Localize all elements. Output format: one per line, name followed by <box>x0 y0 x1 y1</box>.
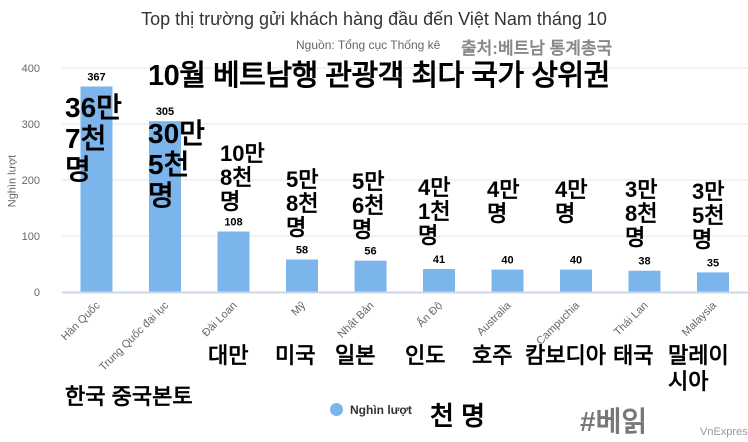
korean-country-label: 말레이 시아 <box>668 343 729 394</box>
bar <box>286 259 318 292</box>
chart-title: Top thị trường gửi khách hàng đầu đến Vi… <box>141 9 607 29</box>
credit: VnExpress <box>700 426 748 438</box>
x-tick-label: Australia <box>475 299 514 338</box>
bar <box>80 86 113 292</box>
y-tick-label: 0 <box>34 287 40 299</box>
bar <box>628 270 661 292</box>
y-tick-label: 300 <box>22 119 40 131</box>
korean-value-label: 4만 명 <box>487 177 520 226</box>
data-label: 35 <box>707 257 719 269</box>
korean-country-label: 인도 <box>405 343 446 368</box>
legend-label[interactable]: Nghìn lượt <box>350 403 412 417</box>
x-tick-label: Đài Loan <box>200 300 240 340</box>
korean-value-label: 4만 1천 명 <box>418 175 451 248</box>
source-korean: 출처:베트남 통계총국 <box>461 39 613 58</box>
data-label: 41 <box>433 254 445 266</box>
x-tick-label: Nhật Bản <box>336 300 377 341</box>
bar <box>149 121 181 292</box>
korean-value-label: 5만 6천 명 <box>352 169 385 242</box>
x-tick-label: Thái Lan <box>612 300 651 339</box>
korean-country-bottom: 한국 중국본토 <box>65 384 193 409</box>
korean-value-label: 4만 명 <box>555 177 588 226</box>
korean-country-label: 대만 <box>208 343 249 368</box>
korean-country-label: 캄보디아 <box>525 343 606 368</box>
korean-country-label: 일본 <box>335 343 376 368</box>
hashtag-watermark: #베읽 <box>580 406 648 437</box>
x-tick-label: Mỹ <box>289 299 308 318</box>
chart-subtitle: Nguồn: Tổng cục Thống kê <box>296 38 441 52</box>
bar <box>217 231 250 292</box>
data-label: 38 <box>638 256 650 268</box>
bar <box>423 269 455 292</box>
y-tick-label: 400 <box>22 63 40 75</box>
korean-country-label: 태국 <box>613 343 654 368</box>
data-label: 40 <box>501 255 513 267</box>
korean-value-label: 10만 8천 명 <box>220 141 265 214</box>
x-tick-label: Ấn Độ <box>414 299 445 330</box>
korean-value-label: 36만 7천 명 <box>65 92 122 185</box>
legend-korean: 천 명 <box>430 401 486 431</box>
data-label: 40 <box>570 255 582 267</box>
x-tick-label: Malaysia <box>680 299 720 339</box>
y-tick-label: 100 <box>22 231 40 243</box>
data-label: 367 <box>87 71 105 83</box>
x-tick-label: Campuchia <box>534 299 582 347</box>
data-label: 108 <box>224 217 242 229</box>
x-tick-label: Hàn Quốc <box>59 299 103 343</box>
korean-value-label: 3만 8천 명 <box>625 177 658 250</box>
korean-country-label: 미국 <box>275 343 316 368</box>
y-tick-label: 200 <box>22 175 40 187</box>
korean-headline: 10월 베트남행 관광객 최다 국가 상위권 <box>148 60 610 92</box>
korean-value-label: 5만 8천 명 <box>286 167 319 240</box>
bar <box>354 260 387 292</box>
bar <box>697 272 729 292</box>
bar <box>560 269 592 292</box>
bar <box>491 269 524 292</box>
data-label: 58 <box>296 245 308 257</box>
korean-value-label: 30만 5천 명 <box>148 118 205 211</box>
korean-value-label: 3만 5천 명 <box>692 179 725 252</box>
legend-marker[interactable] <box>330 403 343 416</box>
data-label: 305 <box>156 106 174 118</box>
data-label: 56 <box>364 246 376 258</box>
korean-country-label: 호주 <box>472 343 513 368</box>
x-tick-label: Trung Quốc đại lục <box>97 299 171 373</box>
